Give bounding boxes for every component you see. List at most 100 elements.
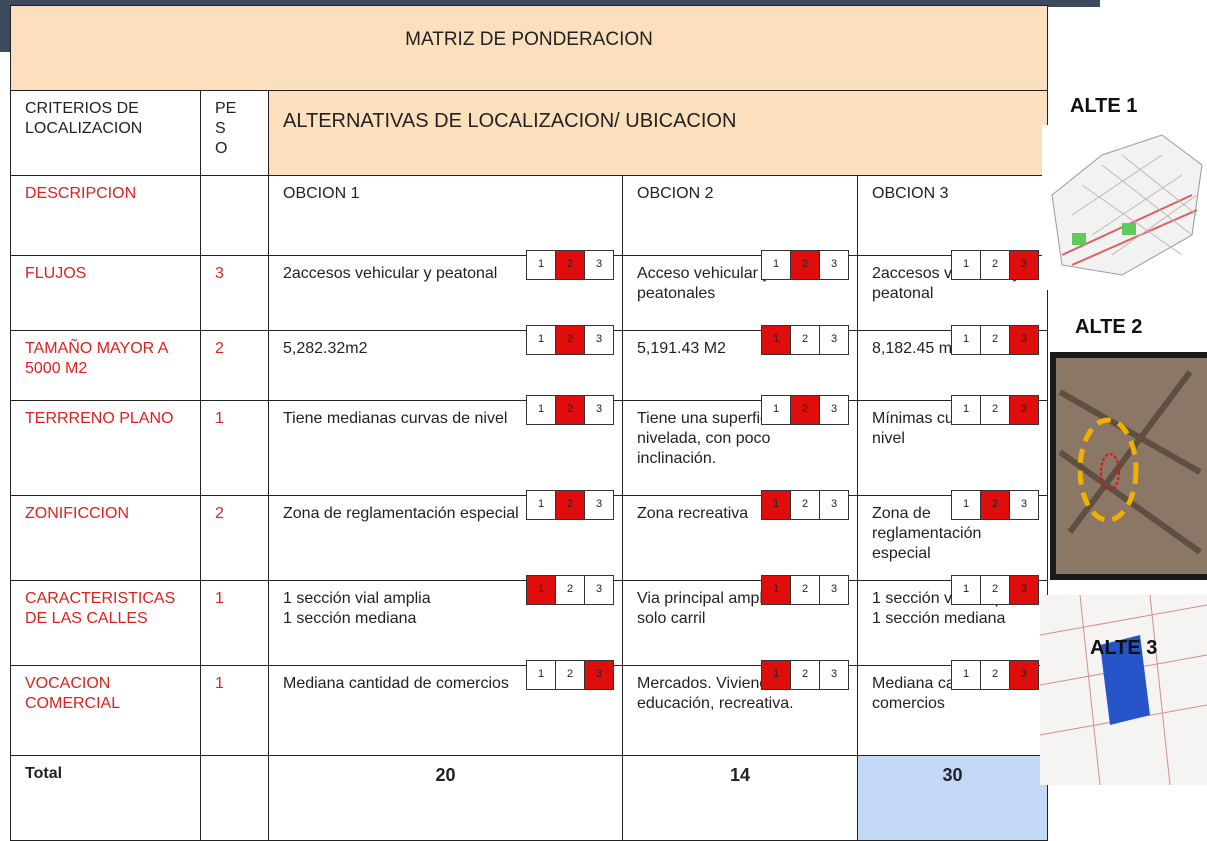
image-label: ALTE 3	[1090, 637, 1158, 659]
score-box: 1	[952, 326, 981, 354]
score-box: 3	[820, 661, 848, 689]
score-box: 3	[820, 491, 848, 519]
score-box: 2	[556, 661, 585, 689]
image-label: ALTE 1	[1070, 95, 1138, 117]
criterion: TAMAÑO MAYOR A 5000 M2	[10, 330, 201, 401]
score-box: 3	[1010, 396, 1038, 424]
score-box: 2	[791, 576, 820, 604]
option-header: OBCION 1	[268, 175, 623, 256]
cell-text: Acceso vehicular y peatonales	[637, 265, 771, 302]
score-box: 3	[585, 491, 613, 519]
header-criteria: CRITERIOS DE LOCALIZACION	[10, 90, 201, 176]
score-box: 3	[820, 251, 848, 279]
score-box: 3	[1010, 491, 1038, 519]
cell: Acceso vehicular y peatonales 1 2 3	[622, 250, 858, 331]
header-alternatives: ALTERNATIVAS DE LOCALIZACION/ UBICACION	[268, 90, 1048, 176]
score-box: 1	[762, 491, 791, 519]
cell-text: 1 sección vial amplia 1 sección mediana	[283, 590, 431, 627]
cell-text: Zona recreativa	[637, 505, 749, 522]
score-box: 1	[762, 326, 791, 354]
score-box: 2	[981, 396, 1010, 424]
weight: 3	[200, 255, 269, 331]
cell: Tiene medianas curvas de nivel 1 2 3	[268, 395, 623, 496]
score-box: 3	[820, 326, 848, 354]
score-box: 1	[762, 576, 791, 604]
top-bar	[0, 0, 1100, 7]
cell: Zona de reglamentación especial 1 2 3	[857, 490, 1048, 581]
total-value: 30	[857, 755, 1048, 841]
option-header: OBCION 2	[622, 175, 858, 256]
criterion: TERRRENO PLANO	[10, 400, 201, 496]
cell: Mínimas curvas de nivel 1 2 3	[857, 395, 1048, 496]
score-box: 2	[556, 491, 585, 519]
left-bar	[0, 0, 10, 52]
criterion: VOCACION COMERCIAL	[10, 665, 201, 756]
score-box: 1	[527, 491, 556, 519]
weight: 2	[200, 495, 269, 581]
cell: Mediana cantidad de comercios 1 2 3	[857, 660, 1048, 756]
cell	[200, 755, 269, 841]
cell: 1 sección vial amplia 1 sección mediana1…	[857, 575, 1048, 666]
cell: Mediana cantidad de comercios 1 2 3	[268, 660, 623, 756]
score-box: 3	[820, 576, 848, 604]
score-box: 2	[556, 326, 585, 354]
score-box: 2	[791, 491, 820, 519]
score-box: 3	[585, 326, 613, 354]
score-box: 3	[585, 396, 613, 424]
score-box: 1	[762, 396, 791, 424]
alt2-photo	[1050, 352, 1207, 580]
cell-text: Zona de reglamentación especial	[283, 505, 519, 522]
score-box: 3	[820, 396, 848, 424]
weight: 1	[200, 400, 269, 496]
score-box: 2	[981, 576, 1010, 604]
score-box: 1	[952, 396, 981, 424]
header-weight: PESO	[200, 90, 269, 176]
cell-text: 5,191.43 M2	[637, 340, 726, 357]
score-box: 2	[981, 326, 1010, 354]
cell-text: Tiene medianas curvas de nivel	[283, 410, 508, 427]
score-box: 1	[952, 251, 981, 279]
score-box: 1	[527, 251, 556, 279]
score-box: 2	[981, 661, 1010, 689]
score-box: 2	[791, 251, 820, 279]
score-box: 2	[981, 491, 1010, 519]
cell: 5,191.43 M2 1 2 3	[622, 325, 858, 401]
score-box: 2	[556, 576, 585, 604]
cell: 5,282.32m2 1 2 3	[268, 325, 623, 401]
total-value: 14	[622, 755, 858, 841]
score-box: 1	[952, 491, 981, 519]
cell: 8,182.45 m2 1 2 3	[857, 325, 1048, 401]
score-box: 3	[585, 251, 613, 279]
score-box: 3	[1010, 576, 1038, 604]
score-box: 2	[791, 661, 820, 689]
score-box: 1	[952, 661, 981, 689]
score-box: 3	[585, 661, 613, 689]
score-box: 3	[1010, 661, 1038, 689]
score-box: 3	[585, 576, 613, 604]
cell: 2accesos vehicular y peatonal 1 2 3	[857, 250, 1048, 331]
cell: 2accesos vehicular y peatonal 1 2 3	[268, 250, 623, 331]
cell-text: Zona de reglamentación especial	[872, 505, 982, 562]
score-box: 2	[556, 396, 585, 424]
cell-text: Mediana cantidad de comercios	[283, 675, 509, 692]
weight: 1	[200, 580, 269, 666]
description-label: DESCRIPCION	[10, 175, 201, 256]
alt3-map	[1040, 595, 1207, 785]
score-box: 2	[791, 396, 820, 424]
